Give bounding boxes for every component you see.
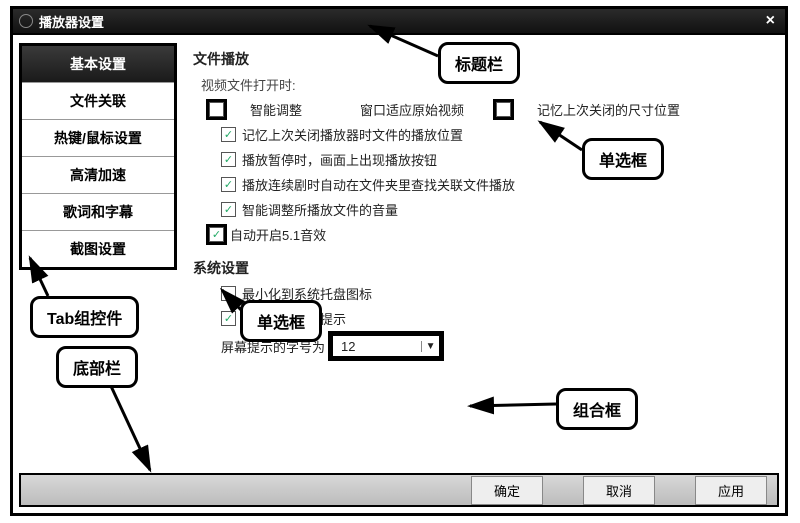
check-label: 记忆上次关闭播放器时文件的播放位置 [242, 125, 463, 144]
tab-hd-accel[interactable]: 高清加速 [22, 157, 174, 194]
callout-bottom: 底部栏 [56, 346, 138, 388]
tab-label: 高清加速 [70, 167, 126, 183]
tab-file-assoc[interactable]: 文件关联 [22, 83, 174, 120]
tab-label: 基本设置 [70, 56, 126, 72]
callout-combo: 组合框 [556, 388, 638, 430]
check-row: ✓ 记忆上次关闭播放器时文件的播放位置 [221, 125, 775, 144]
cancel-button[interactable]: 取消 [583, 476, 655, 505]
window-title: 播放器设置 [39, 12, 762, 31]
apply-button[interactable]: 应用 [695, 476, 767, 505]
radio-label: 智能调整 [250, 100, 302, 119]
checkbox[interactable]: ✓ [221, 127, 236, 142]
tab-lyrics-subtitle[interactable]: 歌词和字幕 [22, 194, 174, 231]
checkbox[interactable]: ✓ [221, 311, 236, 326]
check-row: ✓ 智能调整所播放文件的音量 [221, 200, 775, 219]
ok-button[interactable]: 确定 [471, 476, 543, 505]
radio-label: 窗口适应原始视频 [360, 100, 464, 119]
check-label: 自动开启5.1音效 [230, 225, 326, 244]
font-size-combo[interactable]: 12 ▼ [331, 334, 441, 358]
checkbox[interactable]: ✓ [221, 177, 236, 192]
combo-value: 12 [333, 339, 421, 354]
check-label: 播放暂停时，画面上出现播放按钮 [242, 150, 437, 169]
radio-label: 记忆上次关闭的尺寸位置 [537, 100, 680, 119]
tab-label: 歌词和字幕 [63, 204, 133, 220]
titlebar: 播放器设置 × [13, 9, 785, 35]
check-row: ✓ 播放连续剧时自动在文件夹里查找关联文件播放 [221, 175, 775, 194]
callout-radio2: 单选框 [240, 300, 322, 342]
callout-radio: 单选框 [582, 138, 664, 180]
checkbox[interactable]: ✓ [221, 152, 236, 167]
radio-remember-size[interactable] [496, 102, 511, 117]
bottom-bar: 确定 取消 应用 [19, 473, 779, 507]
tab-screenshot[interactable]: 截图设置 [22, 231, 174, 267]
app-icon [19, 14, 33, 28]
content-pane: 文件播放 视频文件打开时: 智能调整 窗口适应原始视频 记忆上次关闭的尺寸位置 … [193, 45, 775, 465]
check-row: ✓ 自动开启5.1音效 [209, 225, 775, 244]
tab-label: 文件关联 [70, 93, 126, 109]
checkbox-51-audio[interactable]: ✓ [209, 227, 224, 242]
callout-titlebar: 标题栏 [438, 42, 520, 84]
tab-label: 截图设置 [70, 241, 126, 257]
tab-label: 热键/鼠标设置 [54, 130, 142, 146]
checkbox[interactable]: ✓ [221, 202, 236, 217]
radio-smart-adjust[interactable] [209, 102, 224, 117]
callout-tabs: Tab组控件 [30, 296, 139, 338]
checkbox[interactable] [221, 286, 236, 301]
settings-window: 播放器设置 × 基本设置 文件关联 热键/鼠标设置 高清加速 歌词和字幕 截图设… [10, 6, 788, 516]
chevron-down-icon: ▼ [421, 341, 439, 352]
section-system: 系统设置 [193, 258, 775, 278]
close-icon[interactable]: × [762, 12, 779, 30]
sidebar-tabs: 基本设置 文件关联 热键/鼠标设置 高清加速 歌词和字幕 截图设置 [19, 43, 177, 270]
check-label: 智能调整所播放文件的音量 [242, 200, 398, 219]
window-body: 基本设置 文件关联 热键/鼠标设置 高清加速 歌词和字幕 截图设置 文件播放 视… [13, 35, 785, 513]
check-row: ✓ 播放暂停时，画面上出现播放按钮 [221, 150, 775, 169]
check-label: 播放连续剧时自动在文件夹里查找关联文件播放 [242, 175, 515, 194]
tab-hotkey-mouse[interactable]: 热键/鼠标设置 [22, 120, 174, 157]
open-radio-group: 智能调整 窗口适应原始视频 记忆上次关闭的尺寸位置 [209, 100, 775, 119]
tab-basic-settings[interactable]: 基本设置 [22, 46, 174, 83]
